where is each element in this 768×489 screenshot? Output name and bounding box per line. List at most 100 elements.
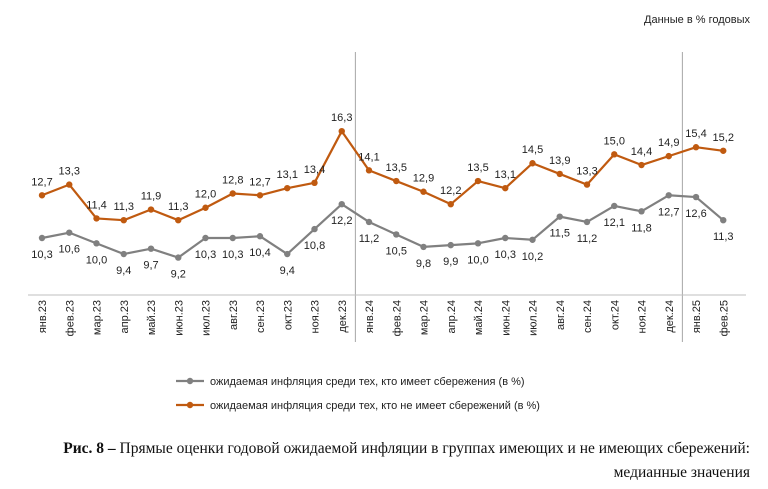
data-point [420,188,427,195]
x-tick-label: сен.23 [255,300,267,333]
data-label: 10,3 [195,249,216,261]
legend: ожидаемая инфляция среди тех, кто имеет … [176,376,540,412]
data-point [638,161,645,169]
data-point [583,218,591,226]
data-point [502,234,509,242]
x-tick-label: янв.25 [691,300,703,333]
x-tick-label: апр.24 [446,300,458,333]
x-tick-label: мар.24 [419,300,431,335]
data-label: 10,3 [495,249,516,261]
data-label: 10,2 [522,251,543,263]
value-labels: 10,3 10,6 10,0 9,4 9,7 9,2 10,3 10,3 10,4 9,4 10,8… [31,112,734,280]
data-point [611,151,618,158]
data-point [365,167,373,174]
legend-swatch-marker [186,377,194,385]
data-point [38,234,46,242]
legend-entry: ожидаемая инфляция среди тех, кто имеет … [210,376,525,388]
data-label: 13,1 [277,169,298,181]
data-point [175,217,182,224]
caption-text: Прямые оценки годовой ожидаемой инфляции… [119,440,750,481]
data-label: 10,6 [59,244,80,256]
x-tick-label: окт.23 [282,300,294,330]
data-label: 10,8 [304,240,325,252]
data-label: 9,4 [280,265,295,277]
data-point [474,177,482,185]
data-label: 13,1 [495,169,516,181]
data-label: 9,8 [416,258,431,270]
data-point [583,181,591,188]
data-label: 10,0 [467,254,488,266]
data-point [256,233,264,240]
data-label: 11,3 [113,201,134,213]
data-point [66,181,73,188]
data-point [202,204,209,211]
data-label: 9,7 [143,260,158,272]
data-point [66,229,73,236]
data-point [38,192,46,199]
data-label: 13,4 [304,164,325,176]
data-label: 9,9 [443,256,458,268]
data-label: 13,5 [386,162,407,174]
data-label: 11,2 [359,233,380,245]
x-tick-label: дек.24 [664,300,676,333]
data-label: 10,4 [249,247,270,259]
series-line-without-savings [41,130,724,222]
data-label: 11,9 [141,191,162,203]
data-label: 11,3 [168,201,189,213]
data-label: 11,2 [577,233,598,245]
caption-prefix: Рис. 8 – [63,440,116,457]
data-label: 10,3 [31,249,52,261]
data-label: 15,2 [713,132,734,144]
data-label: 10,5 [386,245,407,257]
data-point [202,234,209,242]
x-tick-label: июн.23 [173,300,185,336]
data-label: 12,1 [604,217,625,229]
data-point [120,217,127,224]
series-points [38,128,727,261]
data-point [447,241,454,249]
data-label: 12,6 [685,208,706,220]
data-point [229,234,236,242]
data-point [93,240,100,247]
data-label: 16,3 [331,112,352,124]
data-label: 11,4 [86,199,107,211]
x-tick-label: янв.24 [364,300,376,333]
x-tick-label: дек.23 [337,300,349,333]
data-point [638,208,645,215]
x-tick-label: май.24 [473,300,485,335]
data-label: 10,0 [86,254,107,266]
series-line-with-savings [41,194,724,259]
x-tick-label: сен.24 [582,300,594,333]
x-tick-label: июн.24 [500,300,512,336]
data-label: 12,7 [31,176,52,188]
data-point [229,190,236,197]
data-point [147,206,155,213]
x-tick-label: ноя.23 [310,300,322,333]
data-label: 13,5 [467,162,488,174]
data-point [311,225,318,233]
x-tick-label: апр.23 [119,300,131,333]
data-point [529,236,536,243]
figure-caption: Рис. 8 – Прямые оценки годовой ожидаемой… [0,437,750,485]
data-point [338,128,345,135]
x-tick-label: май.23 [146,300,158,335]
x-tick-label: фев.24 [391,300,403,336]
data-label: 11,5 [549,228,570,240]
data-label: 10,3 [222,249,243,261]
legend-entry: ожидаемая инфляция среди тех, кто не име… [210,400,540,412]
data-point [256,192,264,199]
x-tick-label: ноя.24 [637,300,649,333]
data-point [175,254,182,261]
x-tick-label: июл.24 [528,300,540,336]
data-label: 14,4 [631,146,652,158]
x-tick-label: янв.23 [37,300,49,333]
data-point [447,200,454,208]
series-lines [41,130,724,259]
data-point [420,243,427,251]
data-point [284,184,291,192]
x-tick-label: фев.23 [64,300,76,336]
data-label: 12,8 [222,175,243,187]
year-separators [354,52,683,342]
data-point [665,192,672,199]
